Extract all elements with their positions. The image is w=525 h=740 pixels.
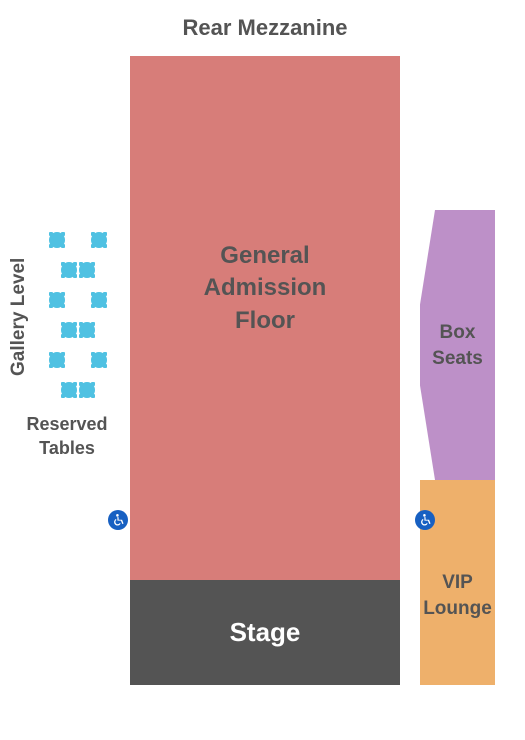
reserved-tables-label: Reserved Tables — [12, 412, 122, 461]
reserved-table[interactable] — [49, 352, 65, 368]
accessible-icon — [108, 510, 128, 530]
reserved-table[interactable] — [79, 322, 95, 338]
reserved-table[interactable] — [49, 292, 65, 308]
vip-line2: Lounge — [420, 596, 495, 622]
reserved-table[interactable] — [61, 262, 77, 278]
reserved-table[interactable] — [61, 382, 77, 398]
reserved-table[interactable] — [91, 232, 107, 248]
box-line2: Seats — [420, 346, 495, 372]
box-seats-label: Box Seats — [420, 320, 495, 371]
reserved-table[interactable] — [61, 322, 77, 338]
reserved-line2: Tables — [12, 436, 122, 460]
reserved-table[interactable] — [79, 382, 95, 398]
gallery-level-label: Gallery Level — [8, 232, 30, 402]
ga-line2: Admission — [130, 272, 400, 304]
reserved-table[interactable] — [79, 262, 95, 278]
ga-line3: Floor — [130, 305, 400, 337]
box-line1: Box — [420, 320, 495, 346]
ga-line1: General — [130, 240, 400, 272]
general-admission-floor-label: General Admission Floor — [130, 240, 400, 337]
reserved-table[interactable] — [91, 352, 107, 368]
vip-line1: VIP — [420, 570, 495, 596]
stage: Stage — [130, 580, 400, 685]
reserved-line1: Reserved — [12, 412, 122, 436]
stage-label: Stage — [230, 617, 301, 648]
accessible-icon — [415, 510, 435, 530]
reserved-table[interactable] — [91, 292, 107, 308]
reserved-table[interactable] — [49, 232, 65, 248]
vip-lounge-label: VIP Lounge — [420, 570, 495, 621]
rear-mezzanine-label: Rear Mezzanine — [130, 15, 400, 41]
